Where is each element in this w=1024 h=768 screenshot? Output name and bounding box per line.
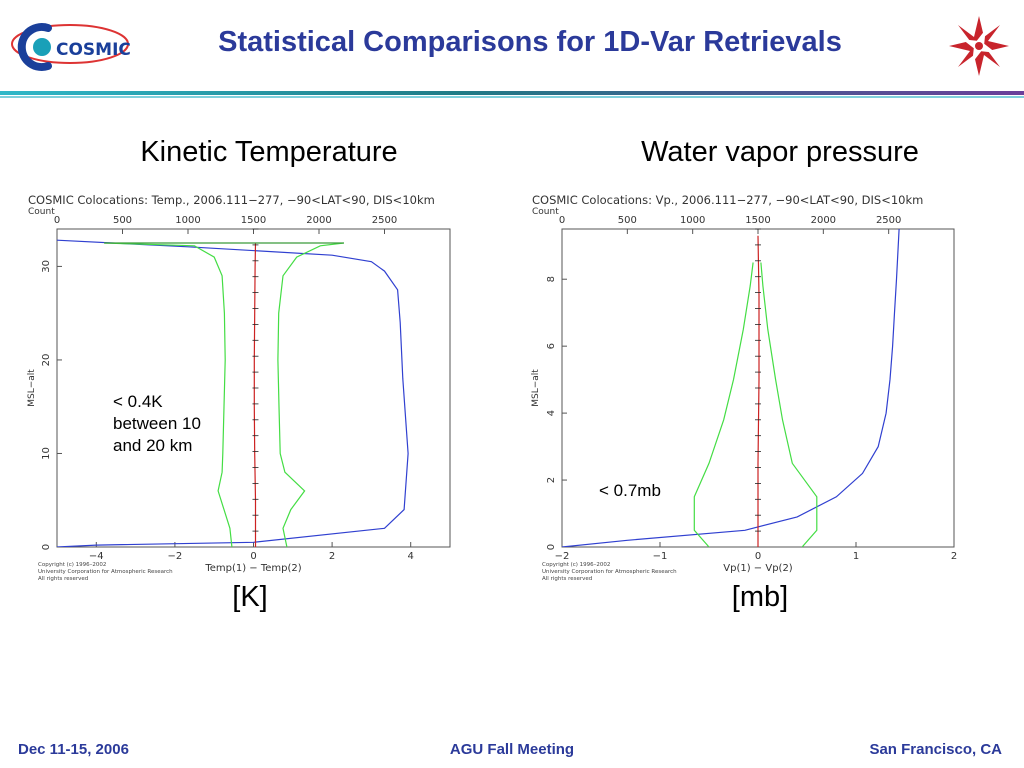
- y-axis-label: MSL−alt: [531, 369, 541, 407]
- x-axis-label: Temp(1) − Temp(2): [204, 563, 301, 574]
- series-line: [693, 262, 754, 547]
- title-divider: [0, 91, 1024, 98]
- top-tick-label: 2500: [372, 215, 397, 226]
- copyright-line: Copyright (c) 1996–2002: [38, 562, 106, 568]
- series-line: [253, 242, 257, 547]
- page-title: Statistical Comparisons for 1D-Var Retri…: [218, 26, 842, 58]
- copyright-line: All rights reserved: [38, 576, 88, 582]
- y-tick-label: 10: [41, 447, 52, 460]
- vapor-annotation: < 0.7mb: [599, 481, 661, 500]
- copyright-line: All rights reserved: [542, 576, 592, 582]
- copyright-line: University Corporation for Atmospheric R…: [542, 569, 677, 575]
- top-tick-label: 2000: [306, 215, 331, 226]
- svg-text:COSMIC: COSMIC: [56, 40, 131, 60]
- x-tick-label: 0: [250, 551, 256, 562]
- y-tick-label: 2: [546, 477, 557, 483]
- x-tick-label: −2: [168, 551, 183, 562]
- y-tick-label: 0: [546, 544, 557, 550]
- top-tick-label: 2000: [811, 215, 836, 226]
- x-tick-label: −1: [653, 551, 668, 562]
- cosmic-logo: COSMIC: [11, 23, 131, 71]
- temperature-unit: [K]: [232, 581, 268, 613]
- x-tick-label: −2: [555, 551, 570, 562]
- top-axis-label: Count: [532, 207, 559, 217]
- x-axis-label: Vp(1) − Vp(2): [723, 563, 793, 574]
- x-tick-label: 2: [951, 551, 957, 562]
- top-tick-label: 500: [618, 215, 637, 226]
- y-tick-label: 30: [41, 260, 52, 273]
- vapor-unit: [mb]: [731, 581, 789, 613]
- temperature-panel-title: Kinetic Temperature: [140, 136, 398, 168]
- footer-meeting: AGU Fall Meeting: [449, 741, 575, 758]
- top-tick-label: 1000: [175, 215, 200, 226]
- copyright-line: Copyright (c) 1996–2002: [542, 562, 610, 568]
- y-tick-label: 20: [41, 354, 52, 367]
- y-tick-label: 0: [41, 544, 52, 550]
- top-tick-label: 0: [559, 215, 565, 226]
- vapor-chart: COSMIC Colocations: Vp., 2006.111−277, −…: [531, 193, 957, 582]
- y-tick-label: 4: [546, 410, 557, 416]
- top-tick-label: 2500: [876, 215, 901, 226]
- vapor-panel-title: Water vapor pressure: [641, 136, 919, 168]
- top-axis-label: Count: [28, 207, 55, 217]
- x-tick-label: 0: [755, 551, 761, 562]
- footer-location: San Francisco, CA: [869, 741, 1002, 758]
- x-tick-label: 2: [329, 551, 335, 562]
- series-line: [757, 235, 760, 547]
- y-tick-label: 6: [546, 343, 557, 349]
- y-axis-label: MSL−alt: [27, 369, 37, 407]
- chart-title: COSMIC Colocations: Vp., 2006.111−277, −…: [532, 193, 923, 207]
- series-line: [104, 242, 233, 547]
- temperature-annotation: < 0.4K between 10 and 20 km: [113, 392, 201, 455]
- x-tick-label: 4: [408, 551, 414, 562]
- top-tick-label: 1500: [241, 215, 266, 226]
- x-tick-label: −4: [89, 551, 104, 562]
- top-tick-label: 1500: [745, 215, 770, 226]
- chart-title: COSMIC Colocations: Temp., 2006.111−277,…: [28, 193, 435, 207]
- y-tick-label: 8: [546, 276, 557, 282]
- x-tick-label: 1: [853, 551, 859, 562]
- star-logo: [949, 16, 1009, 76]
- series-line: [562, 229, 900, 547]
- series-line: [277, 242, 344, 547]
- top-tick-label: 500: [113, 215, 132, 226]
- series-line: [57, 239, 409, 547]
- footer-date: Dec 11-15, 2006: [18, 741, 129, 758]
- series-line: [760, 262, 818, 547]
- top-tick-label: 1000: [680, 215, 705, 226]
- top-tick-label: 0: [54, 215, 60, 226]
- temperature-chart: COSMIC Colocations: Temp., 2006.111−277,…: [27, 193, 451, 582]
- copyright-line: University Corporation for Atmospheric R…: [38, 569, 173, 575]
